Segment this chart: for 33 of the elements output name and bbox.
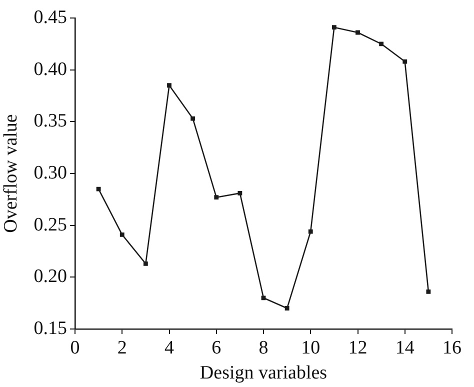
point (402, 59, 408, 64)
point (120, 232, 124, 237)
point (284, 306, 290, 310)
y-tick-label: 0.45 (34, 6, 67, 28)
y-tick-label: 0.15 (34, 318, 67, 339)
point (426, 289, 431, 294)
x-tick-label: 14 (395, 337, 415, 358)
point (238, 190, 242, 196)
x-tick-label: 10 (301, 337, 320, 358)
point (190, 116, 196, 121)
x-tick-label: 0 (70, 337, 80, 358)
x-tick-label: 2 (117, 337, 127, 358)
point (379, 42, 384, 46)
y-tick-label: 0.40 (34, 58, 67, 80)
point (356, 30, 360, 35)
x-axis-title: Design variables (200, 362, 328, 384)
point (214, 195, 219, 200)
x-tick-label: 6 (212, 337, 222, 358)
point (167, 83, 172, 88)
y-axis-title: Overflow value (0, 114, 22, 233)
point (261, 296, 266, 300)
x-tick-label: 16 (442, 337, 462, 358)
x-tick-label: 12 (348, 337, 368, 358)
point (332, 25, 336, 30)
y-tick-label: 0.20 (34, 266, 67, 288)
y-tick-label: 0.30 (34, 162, 67, 184)
point (96, 186, 101, 192)
y-tick-label: 0.25 (34, 214, 67, 236)
x-tick-label: 8 (258, 337, 268, 358)
x-tick-label: 4 (164, 337, 174, 358)
point (143, 261, 148, 266)
y-tick-label: 0.35 (34, 110, 67, 132)
point (308, 229, 313, 234)
